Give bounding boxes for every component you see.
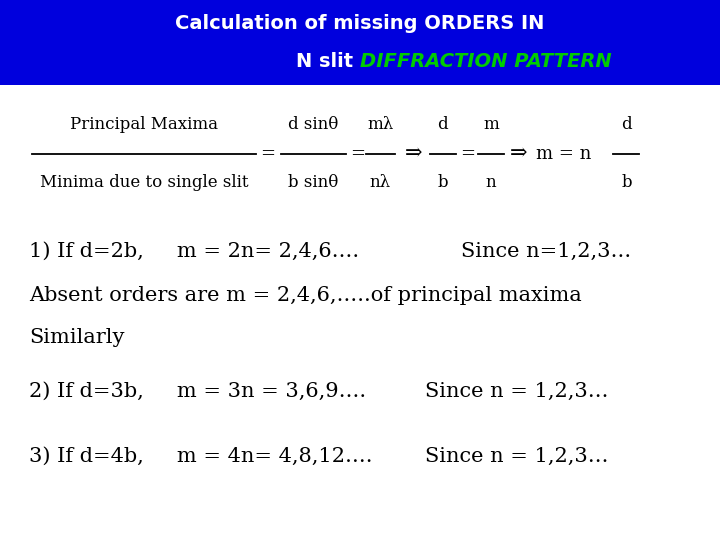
Text: b: b bbox=[621, 174, 631, 191]
Text: d sinθ: d sinθ bbox=[288, 117, 338, 133]
Text: =: = bbox=[261, 145, 275, 163]
Text: Since n = 1,2,3…: Since n = 1,2,3… bbox=[425, 447, 608, 466]
Text: b sinθ: b sinθ bbox=[288, 174, 338, 191]
Text: Calculation of missing ORDERS IN: Calculation of missing ORDERS IN bbox=[175, 15, 545, 33]
Text: ⇒: ⇒ bbox=[405, 144, 423, 164]
Text: Absent orders are m = 2,4,6,…..of principal maxima: Absent orders are m = 2,4,6,…..of princi… bbox=[29, 286, 582, 305]
Text: Similarly: Similarly bbox=[29, 328, 125, 347]
Text: m: m bbox=[483, 117, 499, 133]
Text: 2) If d=3b,     m = 3n = 3,6,9….: 2) If d=3b, m = 3n = 3,6,9…. bbox=[29, 382, 366, 401]
Text: b: b bbox=[438, 174, 448, 191]
Text: mλ: mλ bbox=[367, 117, 393, 133]
Text: Minima due to single slit: Minima due to single slit bbox=[40, 174, 248, 191]
Text: N slit: N slit bbox=[296, 52, 360, 71]
Text: =: = bbox=[461, 145, 475, 163]
Text: Principal Maxima: Principal Maxima bbox=[70, 117, 218, 133]
Text: 3) If d=4b,     m = 4n= 4,8,12….: 3) If d=4b, m = 4n= 4,8,12…. bbox=[29, 447, 372, 466]
Text: ⇒: ⇒ bbox=[510, 144, 527, 164]
Bar bbox=[0, 0, 720, 85]
Text: nλ: nλ bbox=[369, 174, 391, 191]
Text: n: n bbox=[486, 174, 496, 191]
Text: 1) If d=2b,     m = 2n= 2,4,6….: 1) If d=2b, m = 2n= 2,4,6…. bbox=[29, 241, 359, 261]
Text: Since n=1,2,3…: Since n=1,2,3… bbox=[461, 241, 631, 261]
Text: Since n = 1,2,3…: Since n = 1,2,3… bbox=[425, 382, 608, 401]
Text: =: = bbox=[351, 145, 365, 163]
Text: d: d bbox=[621, 117, 631, 133]
Text: d: d bbox=[438, 117, 448, 133]
Text: m = n: m = n bbox=[536, 145, 592, 163]
Text: DIFFRACTION PATTERN: DIFFRACTION PATTERN bbox=[360, 52, 612, 71]
